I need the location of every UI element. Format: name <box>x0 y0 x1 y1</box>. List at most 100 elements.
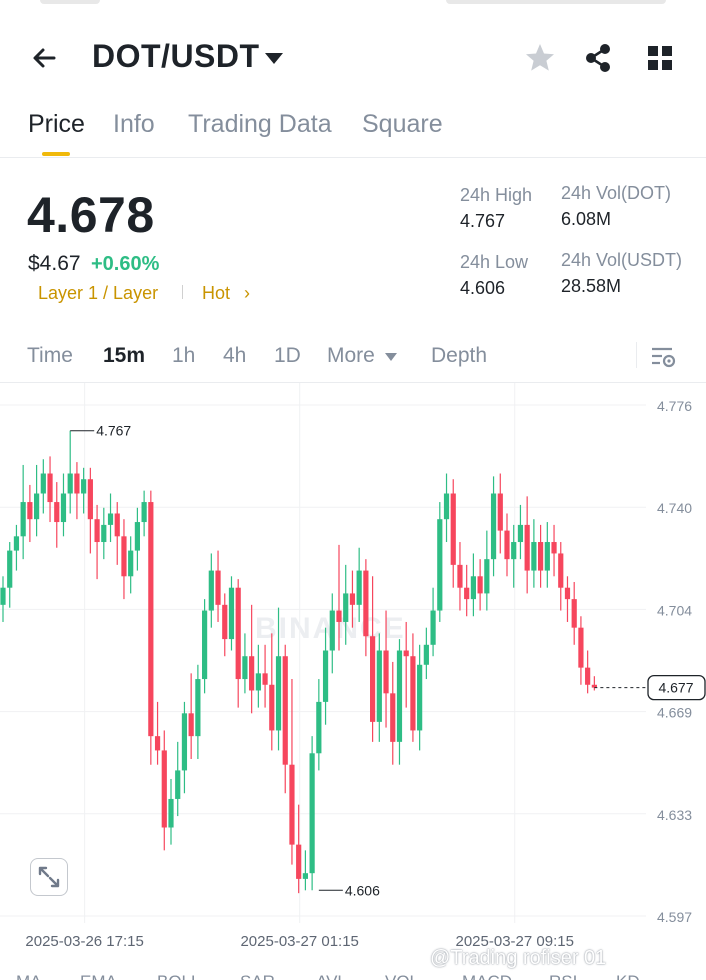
candle-body <box>444 493 449 519</box>
candle-body <box>236 588 241 679</box>
candle-body <box>417 665 422 731</box>
candle-body <box>135 522 140 551</box>
interval-1h[interactable]: 1h <box>172 344 195 368</box>
back-button[interactable] <box>28 40 64 76</box>
indicator-tab-rsi[interactable]: RSI <box>549 972 577 980</box>
y-tick-label: 4.597 <box>657 909 692 925</box>
candle-body <box>491 493 496 559</box>
candle-body <box>81 479 86 493</box>
tab-square[interactable]: Square <box>362 110 443 139</box>
share-icon <box>580 40 616 76</box>
indicator-tab-vol[interactable]: VOL <box>385 972 419 980</box>
active-tab-indicator <box>42 152 70 156</box>
candle-body <box>478 576 483 593</box>
candle-body <box>310 753 315 873</box>
indicator-tab-kd[interactable]: KD <box>616 972 640 980</box>
x-tick-label: 2025-03-26 17:15 <box>25 933 143 950</box>
expand-icon <box>31 859 67 895</box>
last-price: 4.678 <box>27 186 155 244</box>
candlestick-chart[interactable]: 4.776 4.740 4.704 4.669 4.633 4.597 2025-03-26… <box>0 383 706 980</box>
expand-chart-button[interactable] <box>30 858 68 896</box>
category-tag[interactable]: Layer 1 / Layer <box>38 283 158 304</box>
candle-body <box>430 611 435 645</box>
chevron-right-icon: › <box>244 283 250 304</box>
y-tick-label: 4.776 <box>657 398 692 414</box>
grid-menu-button[interactable] <box>642 40 678 76</box>
candle-body <box>397 651 402 742</box>
high-marker-label: 4.767 <box>96 423 131 439</box>
candle-body <box>283 656 288 764</box>
favorite-button[interactable] <box>522 40 558 76</box>
status-bar <box>0 0 706 18</box>
x-tick-label: 2025-03-27 01:15 <box>240 933 358 950</box>
candle-body <box>316 702 321 753</box>
candle-body <box>457 565 462 588</box>
candle-body <box>464 588 469 599</box>
candle-body <box>229 588 234 639</box>
candle-body <box>101 525 106 542</box>
candle-body <box>155 736 160 750</box>
candle-body <box>108 513 113 524</box>
candle-body <box>142 502 147 522</box>
candle-body <box>61 493 66 522</box>
interval-15m[interactable]: 15m <box>103 344 145 368</box>
y-tick-label: 4.633 <box>657 807 692 823</box>
candle-body <box>202 611 207 680</box>
candle-body <box>289 765 294 845</box>
candle-body <box>350 593 355 604</box>
candle-body <box>121 536 126 576</box>
caret-down-icon[interactable] <box>264 52 284 71</box>
y-tick-label: 4.740 <box>657 500 692 516</box>
candle-body <box>538 542 543 571</box>
candle-body <box>41 474 46 494</box>
candle-body <box>21 502 26 536</box>
pair-title[interactable]: DOT/USDT <box>92 38 260 75</box>
interval-time[interactable]: Time <box>27 344 73 368</box>
candle-body <box>54 502 59 522</box>
candle-body <box>377 651 382 722</box>
candle-body <box>222 605 227 639</box>
tab-info[interactable]: Info <box>113 110 155 139</box>
chart-settings-button[interactable] <box>648 342 678 372</box>
candle-body <box>323 651 328 702</box>
tab-price[interactable]: Price <box>28 110 85 139</box>
depth-tab[interactable]: Depth <box>431 344 487 368</box>
candle-body <box>343 593 348 622</box>
chart-interval-tabs: Time 15m 1h 4h 1D More Depth <box>0 334 706 380</box>
candle-body <box>545 542 550 571</box>
current-price-label: 4.677 <box>658 680 693 696</box>
candle-body <box>451 493 456 564</box>
interval-1d[interactable]: 1D <box>274 344 301 368</box>
low-label: 24h Low <box>460 252 528 273</box>
candle-body <box>572 599 577 628</box>
arrow-left-icon <box>28 40 64 76</box>
candle-body <box>437 519 442 610</box>
candle-body <box>578 628 583 668</box>
indicator-tab-boll[interactable]: BOLL <box>157 972 200 980</box>
indicator-tab-ema[interactable]: EMA <box>80 972 117 980</box>
candle-body <box>484 559 489 593</box>
credit-watermark: @Trading rofiser 01 <box>430 947 606 970</box>
candle-body <box>162 750 167 827</box>
status-bar-left <box>40 0 100 4</box>
indicator-tab-macd[interactable]: MACD <box>462 972 512 980</box>
indicator-tab-ma[interactable]: MA <box>16 972 42 980</box>
candle-body <box>565 588 570 599</box>
candle-body <box>303 873 308 879</box>
candle-body <box>262 673 267 684</box>
candle-body <box>585 668 590 685</box>
interval-more[interactable]: More <box>327 344 375 368</box>
candle-body <box>471 576 476 599</box>
price-change-percent: +0.60% <box>91 253 159 276</box>
vol-quote-value: 28.58M <box>561 276 621 297</box>
hot-tag[interactable]: Hot <box>202 283 230 304</box>
candle-body <box>551 542 556 553</box>
tab-trading-data[interactable]: Trading Data <box>188 110 332 139</box>
share-button[interactable] <box>580 40 616 76</box>
candle-body <box>531 542 536 571</box>
indicator-tab-avl[interactable]: AVL <box>316 972 347 980</box>
candle-body <box>383 651 388 694</box>
indicator-tab-sar[interactable]: SAR <box>240 972 275 980</box>
interval-4h[interactable]: 4h <box>223 344 246 368</box>
candle-body <box>390 693 395 742</box>
